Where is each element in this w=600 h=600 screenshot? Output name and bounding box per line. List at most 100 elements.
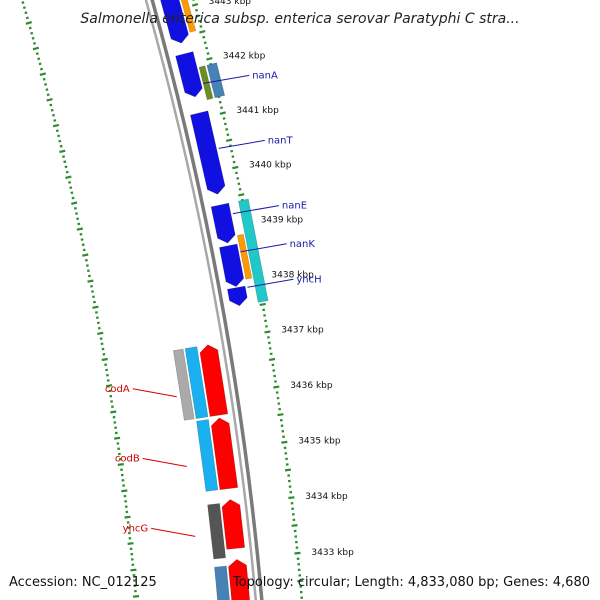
inner-ruler-dot (79, 233, 83, 236)
outer-ruler-dot (232, 165, 239, 170)
reverse-gene-yhcG[interactable] (221, 499, 246, 550)
tick-label-3443: 3443 kbp (209, 0, 252, 7)
inner-ruler-dot (52, 123, 60, 128)
inner-ruler-dot (50, 108, 54, 112)
inner-ruler-dot (69, 186, 73, 189)
inner-ruler-dot (132, 595, 140, 598)
leader-yhcH (247, 278, 294, 288)
inner-ruler-dot (30, 31, 34, 35)
inner-ruler-dot (106, 384, 113, 388)
gene-label-nanT[interactable]: nanT (268, 135, 294, 146)
backbone-inner-line (144, 0, 257, 600)
gene-label-nanK[interactable]: nanK (290, 239, 316, 250)
outer-ruler-dot (199, 30, 206, 34)
inner-ruler-dot (35, 52, 39, 56)
tick-label-3437: 3437 kbp (281, 326, 324, 336)
forward-gene-top[interactable] (160, 0, 189, 44)
tick-label-layer: 3443 kbp 3442 kbp 3441 kbp 3440 kbp 3439 kbp… (209, 0, 354, 558)
orange-feature-top[interactable] (179, 0, 197, 33)
inner-ruler-dot (38, 62, 42, 66)
inner-ruler-dot (63, 160, 67, 164)
steel-feature-nanA[interactable] (206, 62, 226, 99)
inner-ruler-dot (87, 274, 91, 278)
silver-feature-codA[interactable] (172, 348, 195, 421)
outer-ruler-dot (230, 149, 234, 153)
tick-label-3434: 3434 kbp (305, 492, 348, 502)
inner-ruler-dot (117, 463, 124, 466)
forward-gene-nanK[interactable] (219, 243, 245, 287)
outer-ruler-dot (264, 330, 271, 334)
inner-ruler-dot (92, 300, 96, 304)
inner-ruler-dot (65, 175, 72, 179)
inner-ruler-dot (32, 42, 37, 45)
leader-yhcG (151, 527, 196, 537)
inner-ruler-dot (68, 181, 72, 184)
leader-codA (132, 388, 177, 398)
inner-ruler-dot (32, 46, 40, 51)
topology-info: Topology: circular; Length: 4,833,080 bp… (232, 575, 590, 590)
forward-gene-yhcH[interactable] (227, 285, 248, 307)
leader-nanE (232, 205, 279, 215)
inner-ruler-dot (92, 305, 99, 309)
outer-ruler-dot (222, 117, 226, 120)
lightblue-feature-codB[interactable] (196, 419, 219, 492)
inner-ruler-dot (77, 222, 81, 226)
gene-label-codA[interactable]: codA (105, 384, 130, 395)
inner-ruler-dot (22, 6, 26, 10)
reverse-gene-bottom[interactable] (228, 559, 251, 600)
tick-label-3440: 3440 kbp (249, 161, 292, 171)
gene-label-yhcH[interactable]: yhcH (296, 274, 321, 285)
forward-gene-nanT[interactable] (190, 110, 226, 195)
forward-gene-nanE[interactable] (210, 202, 236, 244)
outer-ruler-dot (220, 106, 223, 110)
inner-ruler-dot (55, 129, 59, 133)
reverse-gene-codB[interactable] (210, 417, 239, 491)
inner-ruler-dot (90, 285, 93, 288)
gene-label-codB[interactable]: codB (115, 454, 140, 465)
inner-ruler-dot (46, 98, 53, 102)
inner-ruler-dot (76, 227, 84, 231)
forward-gene-nanA[interactable] (175, 51, 203, 98)
gray-gene-yhcG[interactable] (207, 503, 226, 560)
inner-ruler-dot (71, 196, 75, 200)
inner-ruler-dot (86, 269, 90, 273)
inner-ruler-dot (45, 88, 49, 91)
outer-ruler-dot (197, 19, 201, 23)
inner-ruler-dot (62, 155, 66, 158)
orange-feature-nanK[interactable] (237, 233, 253, 280)
inner-ruler-dot (39, 67, 44, 71)
inner-ruler-dot (65, 170, 69, 174)
inner-ruler-dot (82, 253, 89, 257)
lightblue-feature-codA[interactable] (184, 346, 209, 419)
outer-ruler-dot (240, 198, 244, 202)
outer-ruler-dot (273, 385, 280, 389)
outer-ruler-dot (235, 171, 238, 175)
outer-ruler-dot (228, 144, 232, 148)
outer-ruler-dot (294, 551, 301, 555)
gene-label-nanA[interactable]: nanA (252, 70, 278, 81)
tick-label-3433: 3433 kbp (311, 548, 354, 558)
gene-label-yhcG[interactable]: yhcG (123, 523, 149, 534)
outer-ruler-dot (223, 122, 227, 126)
inner-ruler-dot (124, 515, 131, 519)
reverse-gene-codA[interactable] (199, 344, 229, 417)
inner-ruler-dot (57, 134, 61, 138)
inner-ruler-dot (75, 212, 78, 215)
inner-ruler-dot (28, 26, 32, 30)
inner-ruler-dot (104, 363, 108, 367)
inner-ruler-dot (101, 347, 105, 351)
cyan-feature-nan[interactable] (238, 198, 269, 303)
outer-ruler-dot (288, 496, 295, 500)
inner-ruler-dot (81, 243, 85, 247)
outer-ruler-dot (206, 57, 213, 61)
inner-ruler-dot (85, 264, 89, 267)
inner-ruler-dot (64, 165, 68, 169)
outer-ruler-dot (202, 35, 206, 39)
gene-label-nanE[interactable]: nanE (282, 201, 307, 212)
outer-ruler-dot (268, 357, 276, 361)
inner-ruler-dot (71, 201, 78, 205)
inner-ruler-dot (31, 36, 35, 40)
tick-label-3442: 3442 kbp (223, 51, 266, 61)
inner-ruler-dot (121, 489, 128, 493)
